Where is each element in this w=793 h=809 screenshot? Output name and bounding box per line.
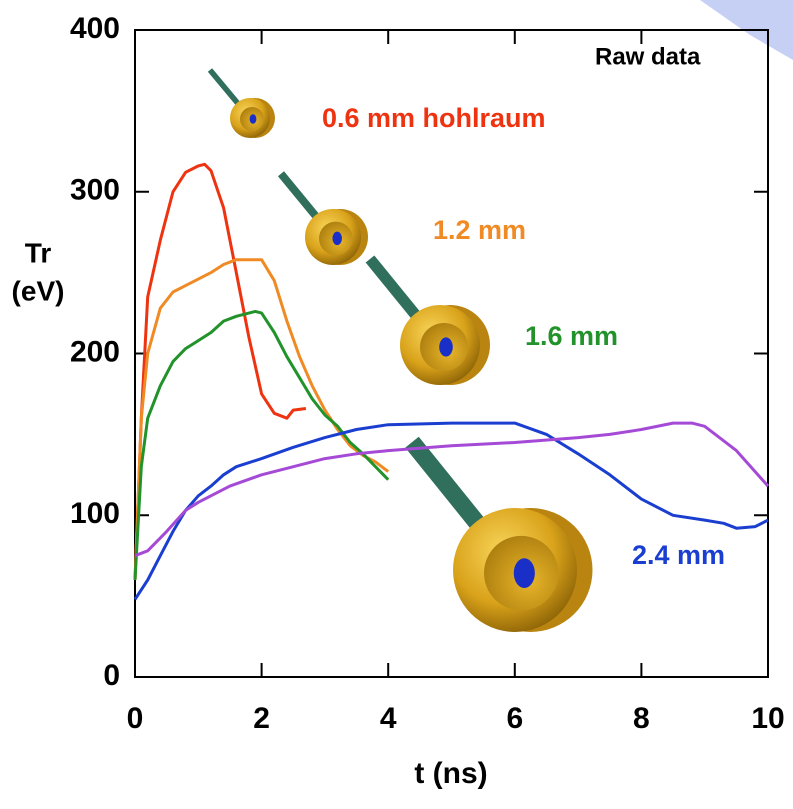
x-tick-label: 4 — [380, 702, 397, 735]
y-tick-label: 400 — [70, 12, 120, 45]
x-tick-label: 8 — [633, 702, 650, 735]
series-line — [133, 258, 390, 581]
x-tick-label: 0 — [127, 702, 144, 735]
x-tick-label: 2 — [253, 702, 270, 735]
annotation: Raw data — [595, 43, 701, 70]
target — [439, 337, 453, 357]
series-label: 1.6 mm — [525, 321, 618, 351]
x-tick-label: 6 — [506, 702, 523, 735]
target — [513, 558, 535, 588]
series-label: 2.4 mm — [632, 540, 725, 570]
series-label: 1.2 mm — [433, 215, 526, 245]
series-line — [133, 162, 307, 581]
hohlraum-icons — [207, 68, 593, 632]
series-line — [134, 421, 770, 558]
y-axis-label: Tr — [25, 237, 52, 268]
x-tick-label: 10 — [751, 702, 784, 735]
y-tick-label: 200 — [70, 335, 120, 368]
target — [249, 114, 257, 124]
series-line — [133, 421, 769, 601]
y-tick-label: 300 — [70, 174, 120, 207]
y-tick-label: 100 — [70, 497, 120, 530]
target — [332, 231, 342, 246]
y-tick-label: 0 — [103, 659, 120, 692]
x-axis-label: t (ns) — [414, 757, 487, 790]
series-line — [133, 309, 390, 581]
series-label: 0.6 mm hohlraum — [322, 103, 546, 133]
y-axis-label: (eV) — [12, 275, 65, 306]
